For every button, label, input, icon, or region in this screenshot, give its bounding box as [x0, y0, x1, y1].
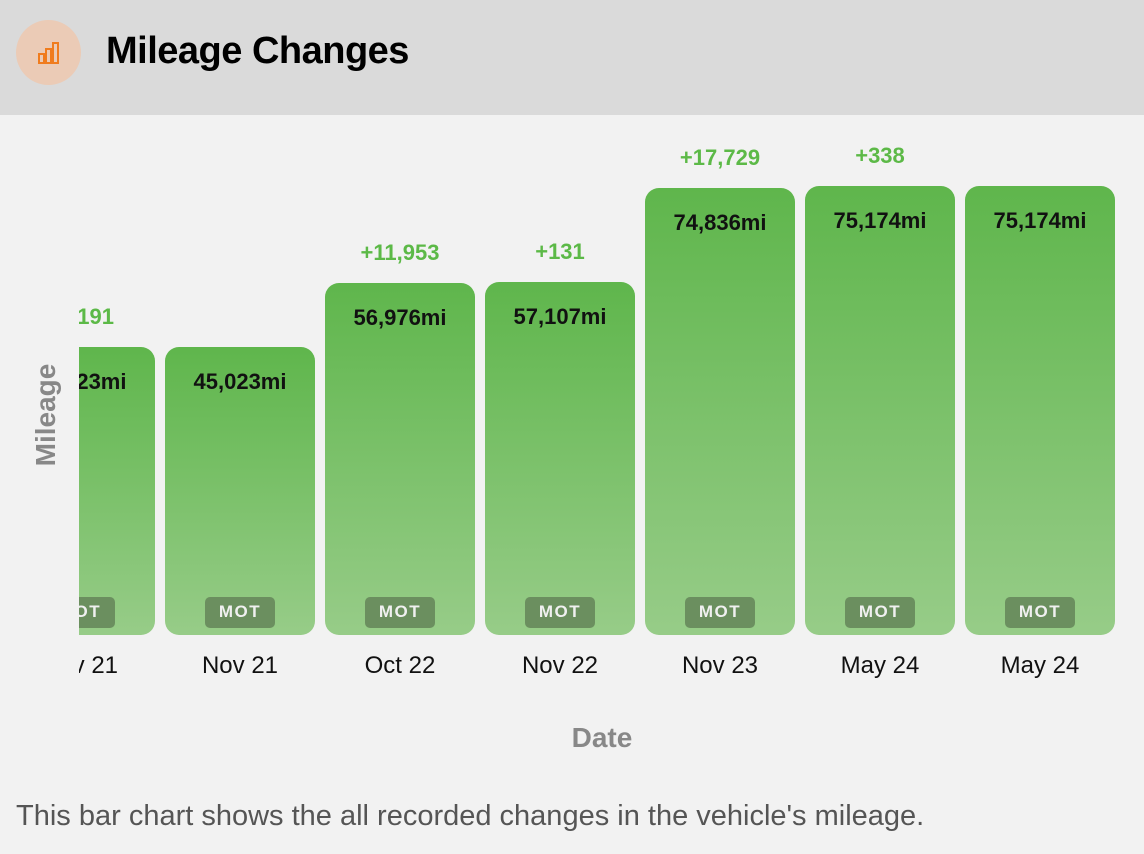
- bar-value-label: 45,023mi: [193, 368, 287, 394]
- mot-badge: MOT: [1005, 596, 1075, 628]
- bar-value-label: 56,976mi: [353, 305, 447, 331]
- bar-value-label: 75,174mi: [833, 207, 927, 233]
- delta-label: +131: [535, 239, 585, 265]
- x-tick-label: May 24: [1000, 652, 1080, 679]
- delta-label: +11,953: [360, 240, 440, 266]
- chart-caption: This bar chart shows the all recorded ch…: [16, 800, 925, 832]
- x-tick-label: Nov 23: [681, 652, 759, 679]
- bar-chart-icon: [37, 41, 59, 64]
- bar-value-label: 57,107mi: [513, 304, 607, 330]
- page-title: Mileage Changes: [106, 30, 409, 72]
- bar[interactable]: 75,174mi MOT: [805, 185, 955, 635]
- delta-label: +1,191: [79, 303, 114, 329]
- chart-icon-badge: [16, 20, 81, 85]
- bar-value-label: 74,836mi: [673, 209, 767, 235]
- x-tick-label: Nov 21: [79, 652, 119, 679]
- header: Mileage Changes: [0, 0, 1144, 115]
- x-tick-label: Oct 22: [364, 652, 436, 679]
- bar[interactable]: 45,023mi MOT: [79, 346, 155, 635]
- x-tick-label: May 24: [840, 652, 920, 679]
- mot-badge: MOT: [525, 596, 595, 628]
- chart-plot-area[interactable]: 45,023mi MOT +1,191 Nov 21 45,023mi MOT Nov 21…: [79, 130, 1144, 690]
- mot-badge: MOT: [365, 596, 435, 628]
- delta-label: +17,729: [679, 144, 761, 170]
- y-axis-label: Mileage: [30, 363, 61, 467]
- mot-badge: MOT: [685, 596, 755, 628]
- bar[interactable]: 74,836mi MOT: [645, 187, 795, 635]
- mot-badge: MOT: [845, 596, 915, 628]
- bar[interactable]: 56,976mi MOT: [325, 283, 475, 635]
- mot-badge: MOT: [205, 596, 275, 628]
- delta-label: +338: [855, 142, 905, 168]
- x-tick-label: Nov 22: [521, 652, 599, 679]
- bar[interactable]: 45,023mi MOT: [165, 346, 315, 635]
- bar[interactable]: 57,107mi MOT: [485, 282, 635, 635]
- x-tick-label: Nov 21: [201, 652, 279, 679]
- mot-badge: MOT: [79, 596, 115, 628]
- x-axis-label: Date: [571, 722, 633, 753]
- bar-value-label: 45,023mi: [79, 368, 127, 394]
- bar[interactable]: 75,174mi MOT: [965, 185, 1115, 635]
- bar-value-label: 75,174mi: [993, 207, 1087, 233]
